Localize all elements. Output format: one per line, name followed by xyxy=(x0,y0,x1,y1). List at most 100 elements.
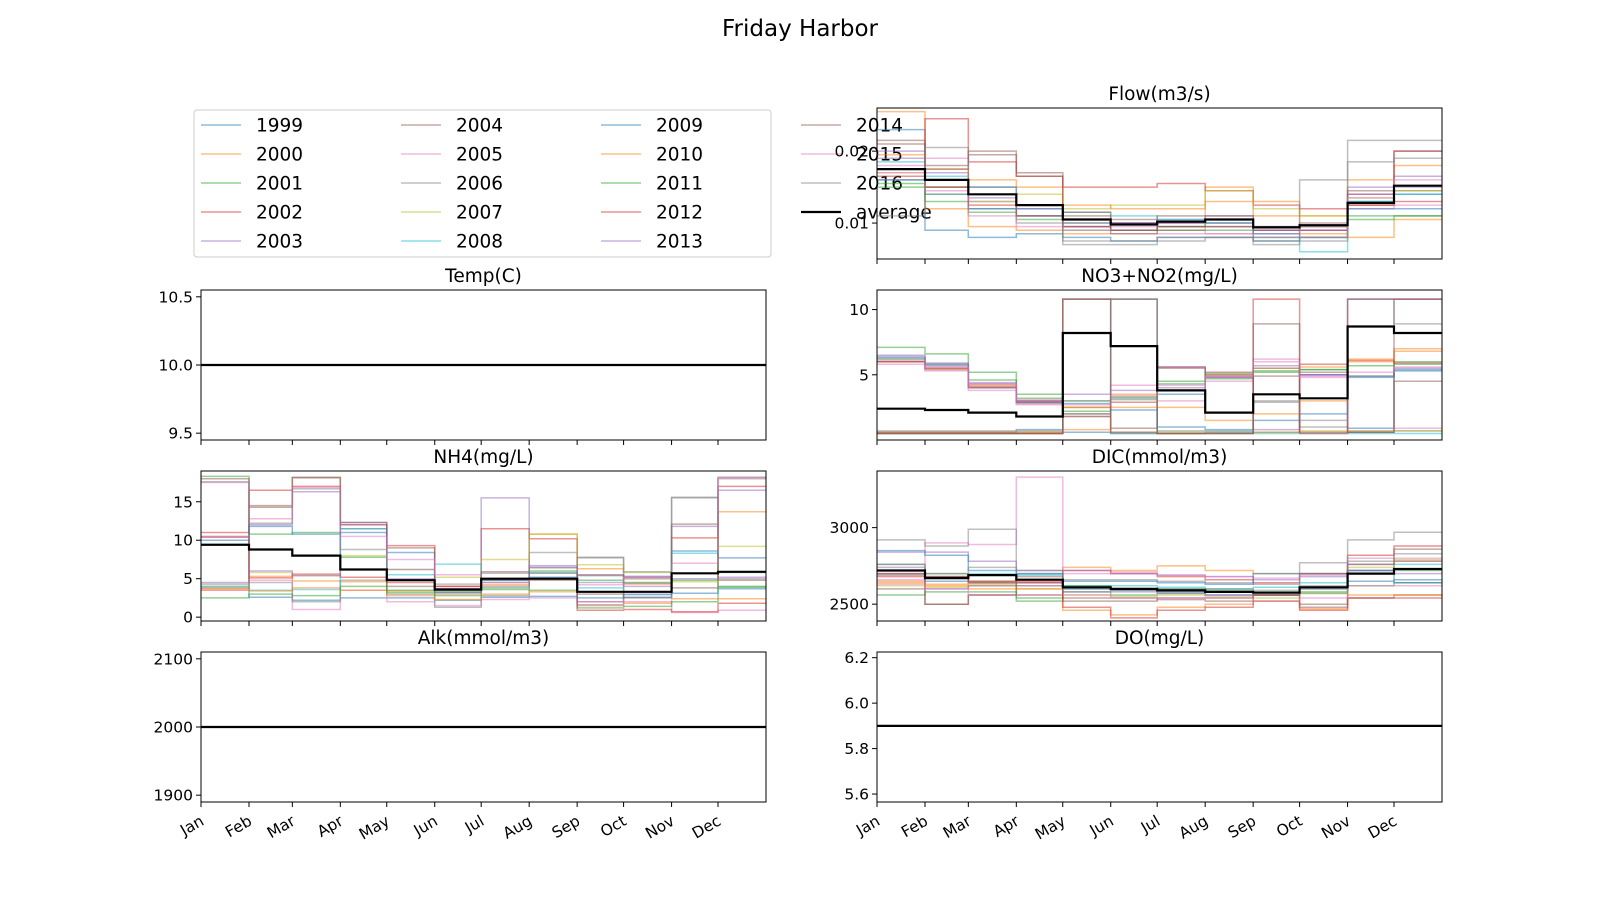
series-line-2012 xyxy=(201,536,766,613)
axes-title: Temp(C) xyxy=(444,266,522,287)
y-tick-label: 2000 xyxy=(154,719,193,737)
x-tick-label: Jun xyxy=(410,812,441,840)
y-tick-label: 5 xyxy=(183,570,193,588)
chart-no3-no2: NO3+NO2(mg/L) 5 10 xyxy=(849,266,1443,445)
y-tick-label: 1900 xyxy=(154,787,193,805)
series-line-2001 xyxy=(877,346,1442,413)
axes-title: NH4(mg/L) xyxy=(433,447,533,468)
y-tick-label: 9.5 xyxy=(168,425,193,443)
x-tick-label: Jan xyxy=(176,812,207,840)
x-tick-label: Jun xyxy=(1086,812,1117,840)
average-line xyxy=(877,567,1442,594)
legend-label: average xyxy=(856,203,932,224)
x-tick-label: Feb xyxy=(222,812,255,841)
average-line xyxy=(201,543,766,593)
y-tick-label: 6.2 xyxy=(844,649,869,667)
y-tick-label: 3000 xyxy=(830,519,869,537)
chart-dic: DIC(mmol/m3) 2500 3000 xyxy=(830,447,1443,626)
series-line-2016 xyxy=(877,146,1442,242)
axes-frame xyxy=(200,470,767,622)
axes-title: DIC(mmol/m3) xyxy=(1092,447,1228,468)
axes-frame xyxy=(876,289,1443,441)
axes-title: Alk(mmol/m3) xyxy=(418,628,549,649)
x-tick-label: Mar xyxy=(940,812,975,843)
legend-label: 2001 xyxy=(256,174,303,195)
series-line-2010 xyxy=(877,153,1442,239)
figure-title: Friday Harbor xyxy=(722,16,879,42)
series-line-2011 xyxy=(201,585,766,609)
legend-label: 2006 xyxy=(456,174,503,195)
axes-title: NO3+NO2(mg/L) xyxy=(1081,266,1238,287)
y-tick-label: 5 xyxy=(859,366,869,384)
y-tick-label: 10.0 xyxy=(158,357,193,375)
x-tick-label: May xyxy=(1032,812,1069,844)
chart-temp: Temp(C) 9.5 10.0 10.5 xyxy=(158,266,767,445)
y-tick-label: 10 xyxy=(849,301,869,319)
legend-label: 2002 xyxy=(256,203,303,224)
y-tick-label: 10.5 xyxy=(158,288,193,306)
axes-frame xyxy=(876,470,1443,622)
x-tick-label: Aug xyxy=(500,812,535,843)
legend-label: 1999 xyxy=(256,116,303,137)
x-tick-label: Sep xyxy=(549,812,583,842)
series-line-2015 xyxy=(201,477,766,586)
axes-title: DO(mg/L) xyxy=(1115,628,1205,649)
series-line-2006 xyxy=(877,139,1442,246)
series-line-1999 xyxy=(877,128,1442,242)
y-tick-label: 0.01 xyxy=(834,215,869,233)
x-tick-label: Oct xyxy=(597,812,629,841)
x-tick-label: Aug xyxy=(1176,812,1211,843)
x-tick-label: May xyxy=(356,812,393,844)
y-tick-label: 15 xyxy=(173,493,193,511)
x-tick-label: Jan xyxy=(852,812,883,840)
series-line-2015 xyxy=(877,583,1442,602)
axes-frame xyxy=(876,651,1443,803)
y-tick-label: 5.8 xyxy=(844,740,869,758)
y-tick-label: 0.02 xyxy=(834,143,869,161)
x-tick-label: Nov xyxy=(642,812,677,843)
series-line-2008 xyxy=(877,161,1442,253)
x-tick-label: Apr xyxy=(314,812,347,841)
series-line-2016 xyxy=(877,298,1442,432)
legend-label: 2004 xyxy=(456,116,503,137)
series-line-2014 xyxy=(877,143,1442,228)
series-line-2012 xyxy=(877,572,1442,619)
y-tick-label: 10 xyxy=(173,532,193,550)
legend-label: 2000 xyxy=(256,145,303,166)
x-tick-label: Feb xyxy=(898,812,931,841)
legend-label: 2008 xyxy=(456,232,503,253)
series-group xyxy=(877,476,1442,619)
legend: 1999 2000 2001 2002 2003 2004 2005 2006 2007 2008… xyxy=(193,109,932,258)
legend-label: 2009 xyxy=(656,116,703,137)
chart-do: DO(mg/L) 5.6 5.8 6.0 6.2 Jan Feb Mar Apr May Jun Ju… xyxy=(844,628,1443,844)
x-tick-label: Jul xyxy=(1137,812,1163,837)
chart-flow: Flow(m3/s) 0.01 0.02 xyxy=(834,84,1443,264)
legend-frame xyxy=(193,109,772,258)
series-group xyxy=(201,475,766,614)
legend-label: 2012 xyxy=(656,203,703,224)
x-tick-label: Dec xyxy=(689,812,724,843)
y-tick-label: 6.0 xyxy=(844,695,869,713)
legend-label: 2007 xyxy=(456,203,503,224)
series-line-2010 xyxy=(201,587,766,607)
x-tick-label: Dec xyxy=(1365,812,1400,843)
x-tick-label: Nov xyxy=(1318,812,1353,843)
series-line-2016 xyxy=(201,481,766,585)
x-tick-label: Apr xyxy=(990,812,1023,841)
series-line-2004 xyxy=(877,139,1442,231)
legend-label: 2013 xyxy=(656,232,703,253)
chart-nh4: NH4(mg/L) 0 5 10 15 xyxy=(173,447,767,627)
legend-label: 2011 xyxy=(656,174,703,195)
y-tick-label: 5.6 xyxy=(844,786,869,804)
chart-alk: Alk(mmol/m3) 1900 2000 2100 Jan Feb Mar Apr May J… xyxy=(154,628,767,844)
series-line-2002 xyxy=(877,118,1442,210)
y-tick-label: 2500 xyxy=(830,596,869,614)
average-line xyxy=(877,325,1442,418)
legend-label: 2014 xyxy=(856,116,903,137)
legend-label: 2003 xyxy=(256,232,303,253)
legend-label: 2010 xyxy=(656,145,703,166)
series-group xyxy=(877,298,1442,435)
series-line-2014 xyxy=(877,298,1442,435)
y-tick-label: 2100 xyxy=(154,650,193,668)
